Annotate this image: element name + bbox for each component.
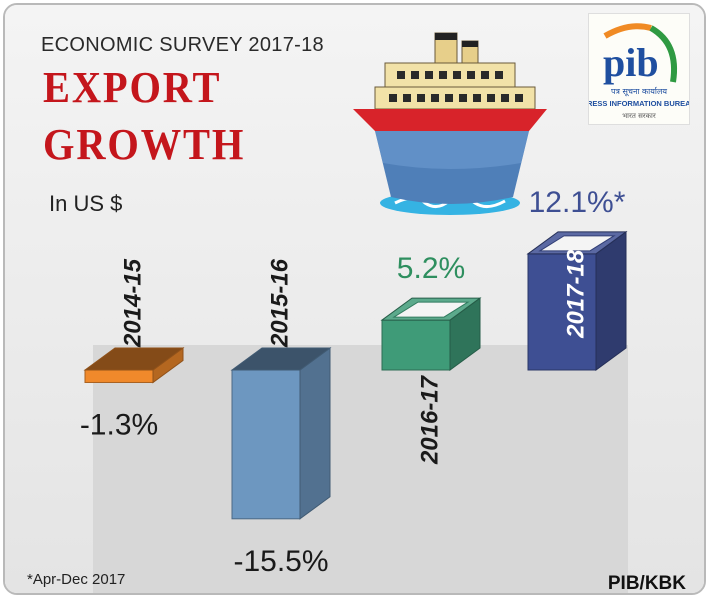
category-label-2015-16: 2015-16 — [266, 258, 293, 348]
value-label-2015-16: -15.5% — [233, 545, 328, 578]
bar-2017-18-front — [527, 253, 597, 371]
value-label-2014-15: -1.3% — [80, 408, 158, 441]
footnote: *Apr-Dec 2017 — [27, 571, 126, 588]
bar-2014-15-front — [84, 369, 154, 383]
credit-label: PIB/KBK — [607, 573, 686, 594]
value-label-2017-18: 12.1%* — [529, 186, 626, 219]
bar-2016-17-opening — [392, 301, 470, 318]
unit-label: In US $ — [49, 191, 123, 216]
ship-icon — [353, 32, 547, 215]
pib-logo: pib पत्र सूचना कार्यालय PRESS INFORMATIO… — [582, 13, 696, 125]
pib-logo-name: PRESS INFORMATION BUREAU — [589, 99, 689, 108]
category-label-2017-18: 2017-18 — [562, 249, 589, 339]
pib-logo-footer: भारत सरकार — [622, 112, 656, 120]
bar-2016-17-front — [381, 319, 451, 371]
pib-logo-icon: pib पत्र सूचना कार्यालय PRESS INFORMATIO… — [582, 23, 696, 120]
bar-2015-16-top — [230, 347, 332, 371]
pib-logo-hindi: पत्र सूचना कार्यालय — [611, 86, 667, 97]
category-label-2016-17: 2016-17 — [416, 374, 443, 465]
bar-2015-16-front — [231, 369, 301, 520]
bar-2014-15-top — [83, 347, 185, 371]
category-label-2014-15: 2014-15 — [119, 258, 146, 348]
bar-2017-18-side — [595, 230, 627, 371]
bar-2015-16-side — [299, 347, 331, 520]
value-label-2016-17: 5.2% — [397, 252, 465, 285]
chart-title-line-2: GROWTH — [43, 120, 246, 169]
pib-logo-brand: pib — [603, 40, 659, 85]
survey-label: ECONOMIC SURVEY 2017-18 — [41, 34, 324, 56]
chart-title-line-1: EXPORT — [43, 63, 222, 112]
plot-panel — [93, 345, 628, 593]
bar-2017-18-opening — [538, 235, 616, 252]
